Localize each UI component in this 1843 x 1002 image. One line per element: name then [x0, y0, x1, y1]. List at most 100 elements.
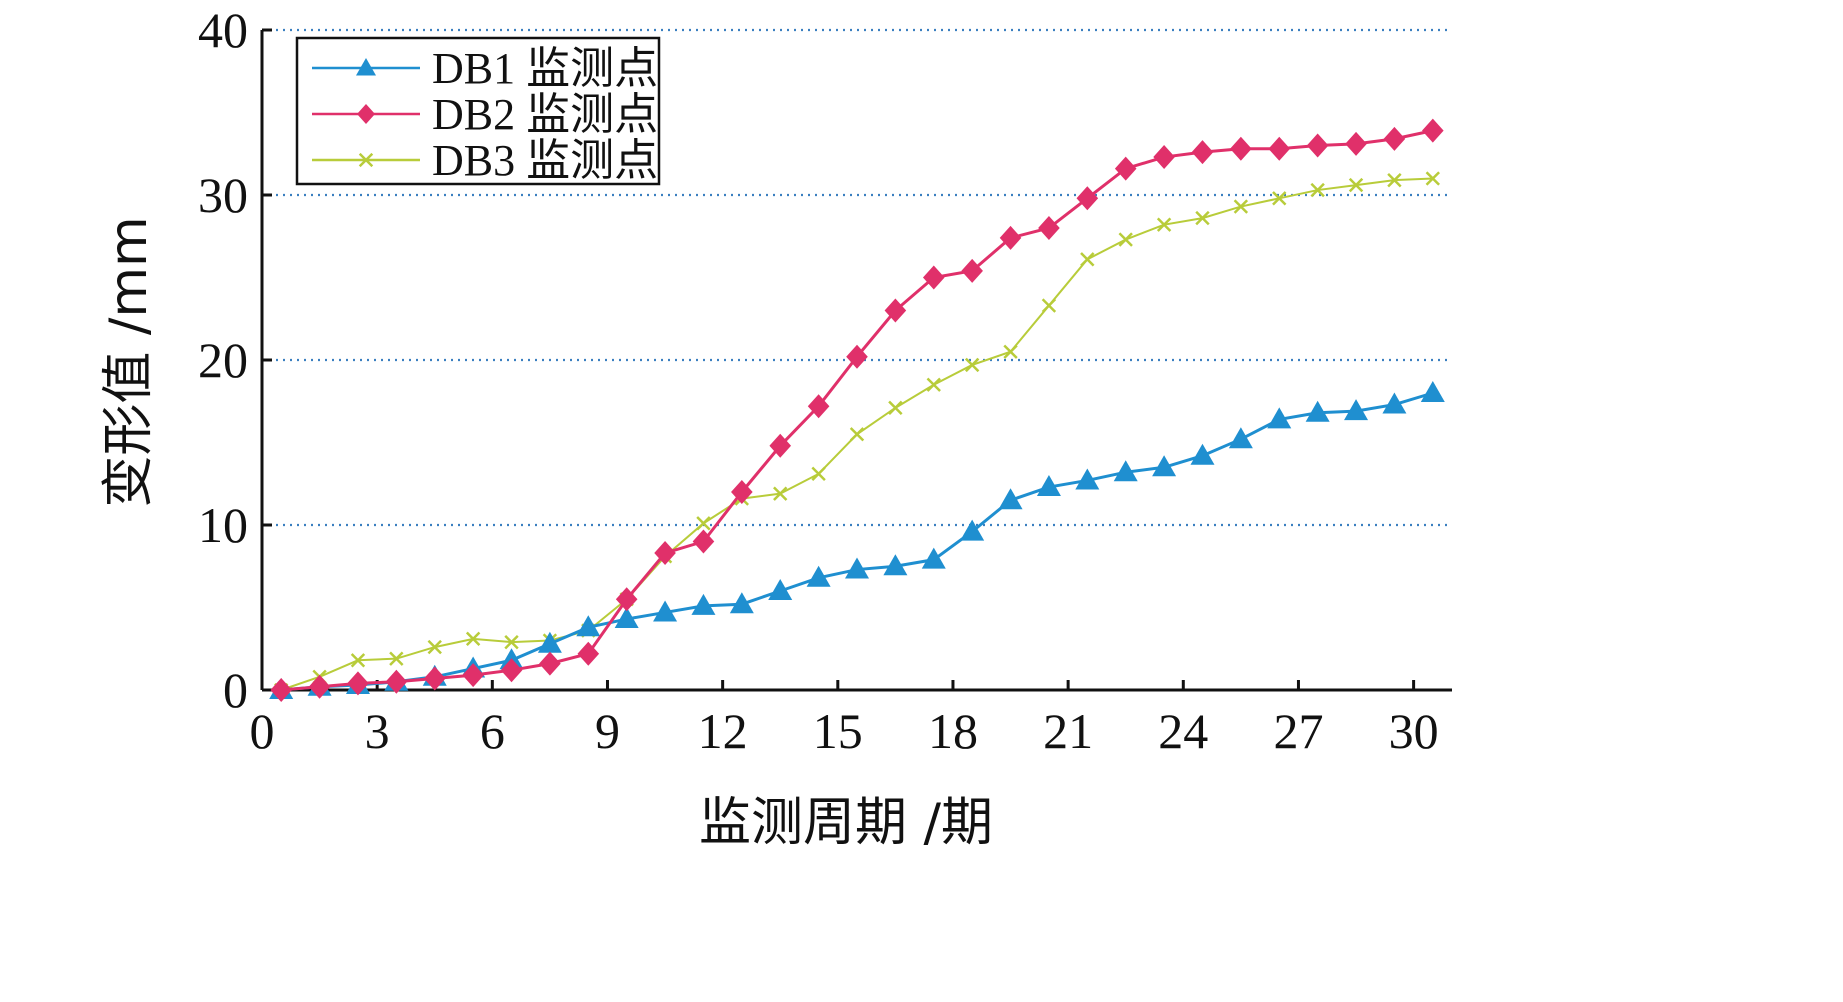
axes	[260, 28, 1452, 692]
data-point-db2	[846, 344, 868, 369]
y-tick-label: 0	[223, 662, 248, 718]
data-point-db3	[1272, 191, 1287, 206]
data-point-db3	[1003, 344, 1018, 359]
legend-marker-db3	[358, 152, 374, 168]
data-point-db3	[1425, 171, 1440, 186]
legend-marker-db1	[356, 58, 376, 76]
legend-label-db2: DB2 监测点	[432, 90, 658, 139]
data-point-db3	[811, 466, 826, 482]
data-point-db2	[999, 225, 1022, 250]
y-tick-label: 20	[198, 332, 248, 388]
data-point-db2	[961, 258, 983, 283]
series	[269, 118, 1445, 702]
data-point-db2	[1383, 126, 1406, 151]
series-db2	[270, 118, 1444, 702]
data-point-db3	[1118, 232, 1133, 247]
data-point-db3	[1310, 182, 1325, 198]
data-point-db2	[769, 433, 792, 458]
series-db3	[274, 171, 1440, 698]
data-point-db2	[1076, 186, 1099, 211]
data-point-db1	[998, 488, 1023, 510]
data-point-db3	[773, 486, 788, 501]
x-tick-label: 0	[250, 703, 275, 759]
data-point-db1	[845, 557, 869, 579]
data-point-db3	[427, 639, 442, 655]
data-point-db2	[308, 674, 331, 699]
data-point-db2	[731, 480, 753, 504]
data-point-db1	[1344, 399, 1369, 421]
data-point-db1	[1190, 443, 1215, 465]
data-point-db1	[1382, 392, 1407, 414]
data-point-db1	[537, 631, 562, 653]
x-tick-label: 30	[1389, 703, 1439, 759]
data-point-db1	[768, 579, 793, 600]
data-point-db1	[576, 615, 601, 637]
data-point-db2	[1230, 136, 1252, 161]
data-point-db3	[465, 631, 481, 647]
data-point-db1	[1075, 468, 1100, 490]
data-point-db3	[1348, 177, 1364, 193]
data-point-db2	[1422, 118, 1444, 143]
x-tick-label: 27	[1273, 703, 1323, 759]
data-point-db1	[1420, 381, 1445, 402]
x-tick-label: 15	[813, 703, 863, 759]
data-point-db3	[1080, 252, 1095, 267]
data-point-db1	[921, 547, 946, 569]
data-point-db2	[807, 394, 830, 419]
data-point-db2	[1038, 216, 1060, 240]
legend-label-db3: DB3 监测点	[432, 136, 658, 185]
data-point-db3	[849, 427, 865, 442]
data-point-db3	[1233, 199, 1249, 214]
x-tick-label: 9	[595, 703, 620, 759]
data-point-db3	[504, 634, 519, 650]
data-point-db1	[806, 565, 831, 587]
data-point-db2	[1345, 131, 1367, 156]
data-point-db3	[350, 653, 366, 668]
data-point-db2	[1306, 133, 1329, 158]
data-point-db1	[729, 592, 754, 614]
legend-label-db1: DB1 监测点	[432, 44, 658, 93]
data-point-db3	[1387, 172, 1402, 188]
data-point-db1	[691, 593, 716, 615]
data-point-db2	[1191, 140, 1214, 165]
data-point-db1	[1152, 455, 1177, 477]
y-tick-label: 40	[198, 2, 248, 58]
data-point-db1	[960, 519, 985, 541]
data-point-db2	[462, 663, 484, 688]
x-tick-label: 6	[480, 703, 505, 759]
data-point-db1	[1113, 460, 1138, 482]
data-point-db3	[1195, 210, 1210, 226]
series-line-db1	[281, 391, 1434, 692]
data-point-db3	[1156, 217, 1172, 232]
data-point-db2	[884, 298, 907, 323]
data-point-db2	[654, 541, 676, 566]
x-tick-label: 21	[1043, 703, 1093, 759]
data-point-db2	[385, 669, 408, 694]
data-point-db2	[500, 658, 523, 683]
x-tick-label: 12	[698, 703, 748, 759]
series-line-db2	[281, 129, 1434, 692]
y-tick-label: 30	[198, 167, 248, 223]
legend-marker-db2	[357, 104, 375, 124]
tick-labels: 0 10 20 30 40 0 3 6 9 12 15 18 21 24 27 30	[198, 2, 1439, 759]
data-point-db3	[696, 516, 711, 531]
data-point-db2	[1114, 156, 1137, 181]
data-point-db2	[692, 529, 715, 554]
data-point-db1	[653, 600, 678, 622]
data-point-db1	[883, 554, 908, 576]
y-axis-title: 变形值 /mm	[99, 216, 159, 507]
series-db1	[269, 381, 1445, 699]
data-point-db2	[347, 671, 369, 696]
gridlines	[262, 28, 1448, 527]
x-tick-label: 24	[1158, 703, 1208, 759]
data-point-db2	[615, 587, 638, 612]
data-point-db2	[423, 666, 446, 691]
data-point-db1	[1267, 407, 1292, 429]
x-tick-label: 18	[928, 703, 978, 759]
x-axis-title: 监测周期 /期	[699, 793, 993, 853]
data-point-db2	[270, 678, 292, 702]
data-point-db1	[1305, 400, 1330, 422]
data-point-db2	[1268, 136, 1291, 161]
